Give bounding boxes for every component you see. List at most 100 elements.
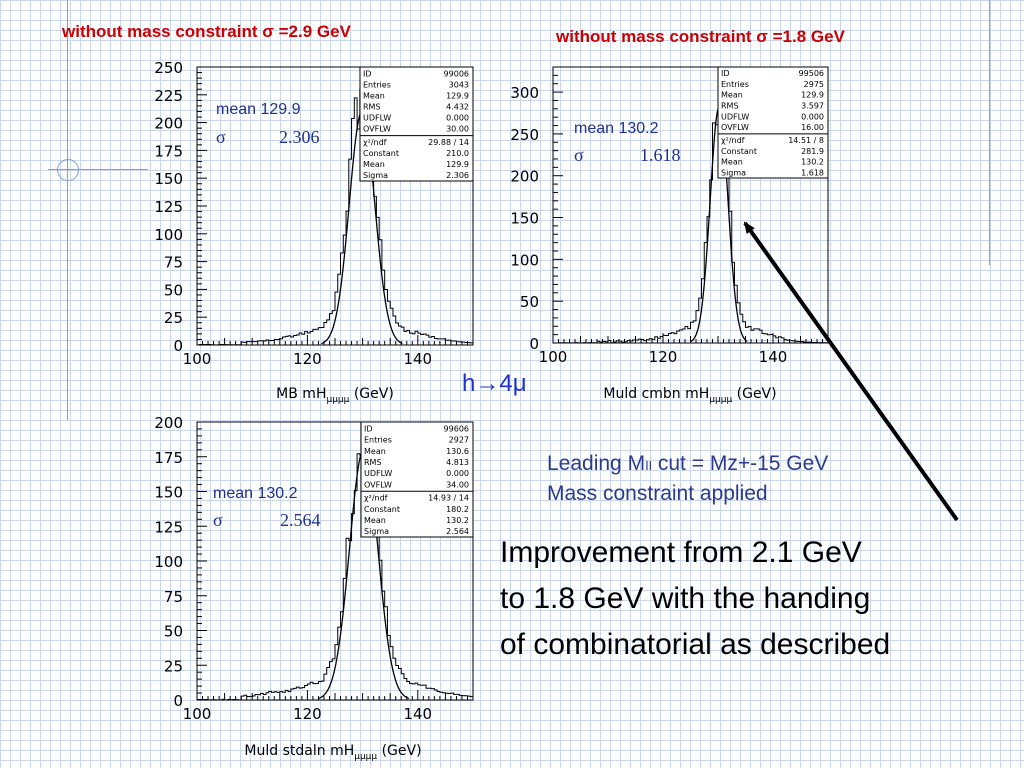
stats-value: 0.000 bbox=[801, 112, 824, 121]
stats-value: 2927 bbox=[449, 436, 469, 445]
stats-label: OVFLW bbox=[364, 480, 392, 489]
plot1-sigma-symbol: σ bbox=[216, 127, 226, 147]
stats-label: Mean bbox=[721, 91, 743, 100]
stats-label: OVFLW bbox=[363, 125, 391, 134]
histogram-series bbox=[196, 80, 474, 346]
stats-label: RMS bbox=[363, 103, 381, 112]
stats-label: Mean bbox=[364, 447, 386, 456]
y-tick-label: 0 bbox=[173, 692, 183, 710]
stats-label: Constant bbox=[364, 505, 400, 514]
stats-value: 16.00 bbox=[801, 123, 824, 132]
stats-value: 29.88 / 14 bbox=[428, 138, 469, 147]
stats-label: OVFLW bbox=[721, 123, 749, 132]
stats-value: 130.2 bbox=[446, 516, 469, 525]
arrow-shaft bbox=[743, 221, 959, 522]
decay-channel-label: h→4μ bbox=[462, 370, 527, 397]
y-tick-label: 0 bbox=[529, 335, 539, 353]
x-axis-label: Muld stdaln mHμμμμ (GeV) bbox=[244, 743, 421, 762]
stats-value: 129.9 bbox=[446, 92, 469, 101]
stats-value: 2975 bbox=[804, 80, 824, 89]
stats-label: Mean bbox=[363, 160, 385, 169]
y-tick-label: 175 bbox=[154, 142, 183, 160]
decor-circle bbox=[57, 159, 79, 181]
stats-label: χ²/ndf bbox=[363, 138, 387, 147]
y-tick-label: 75 bbox=[164, 254, 183, 272]
y-tick-label: 225 bbox=[154, 87, 183, 105]
y-tick-label: 100 bbox=[154, 553, 183, 571]
plot2-mean-annotation: mean 130.2 bbox=[574, 120, 659, 137]
plot-title-right: without mass constraint σ =1.8 GeV bbox=[556, 27, 845, 46]
stats-value: 180.2 bbox=[446, 505, 469, 514]
stats-label: ID bbox=[721, 69, 730, 78]
y-tick-label: 75 bbox=[164, 588, 183, 606]
stats-value: 281.9 bbox=[801, 147, 824, 156]
y-tick-label: 100 bbox=[154, 226, 183, 244]
y-tick-label: 200 bbox=[154, 414, 183, 432]
stats-label: Entries bbox=[363, 80, 391, 89]
stats-value: 34.00 bbox=[446, 480, 469, 489]
stats-label: UDFLW bbox=[363, 114, 391, 123]
stats-label: Constant bbox=[363, 149, 399, 158]
x-axis-label: MB mHμμμμ (GeV) bbox=[276, 386, 394, 405]
stats-value: 99506 bbox=[799, 69, 824, 78]
x-tick-label: 140 bbox=[403, 350, 432, 368]
stats-label: χ²/ndf bbox=[364, 494, 388, 503]
y-tick-label: 50 bbox=[520, 293, 539, 311]
y-tick-label: 50 bbox=[164, 623, 183, 641]
stats-value: 14.51 / 8 bbox=[788, 136, 824, 145]
stats-label: Sigma bbox=[364, 527, 389, 536]
y-tick-label: 50 bbox=[164, 281, 183, 299]
y-tick-label: 100 bbox=[510, 251, 539, 269]
plot2-sigma-value: 1.618 bbox=[640, 145, 681, 165]
stats-value: 3043 bbox=[449, 80, 469, 89]
stats-value: 4.813 bbox=[446, 458, 469, 467]
stats-label: Mean bbox=[364, 516, 386, 525]
decor-horizontal-line bbox=[48, 169, 148, 170]
stats-value: 0.000 bbox=[446, 469, 469, 478]
y-tick-label: 150 bbox=[510, 210, 539, 228]
y-tick-label: 200 bbox=[510, 168, 539, 186]
stats-label: Mean bbox=[721, 158, 743, 167]
stats-value: 130.2 bbox=[801, 158, 824, 167]
x-tick-label: 100 bbox=[183, 350, 212, 368]
x-tick-label: 120 bbox=[293, 705, 322, 723]
stats-value: 4.432 bbox=[446, 103, 469, 112]
plot1-sigma-value: 2.306 bbox=[279, 127, 320, 147]
stats-label: Entries bbox=[364, 436, 392, 445]
plot1-mean-annotation: mean 129.9 bbox=[216, 101, 301, 118]
stats-value: 2.564 bbox=[446, 527, 469, 536]
y-tick-label: 25 bbox=[164, 309, 183, 327]
conclusion-line-1: Improvement from 2.1 GeV bbox=[500, 536, 862, 569]
stats-label: Constant bbox=[721, 147, 757, 156]
stats-box bbox=[360, 421, 474, 538]
plot2-sigma-symbol: σ bbox=[574, 145, 584, 165]
stats-label: ID bbox=[363, 69, 372, 78]
plot3-sigma-value: 2.564 bbox=[280, 510, 321, 530]
conclusion-line-3: of combinatorial as described bbox=[500, 628, 891, 661]
stats-label: RMS bbox=[721, 101, 739, 110]
stats-value: 2.306 bbox=[446, 171, 469, 180]
stats-label: Sigma bbox=[721, 168, 746, 177]
stats-label: Entries bbox=[721, 80, 749, 89]
stats-label: χ²/ndf bbox=[721, 136, 745, 145]
plot3-sigma-symbol: σ bbox=[213, 510, 223, 530]
y-tick-label: 0 bbox=[173, 337, 183, 355]
x-tick-label: 140 bbox=[759, 348, 788, 366]
histogram-series bbox=[196, 421, 474, 701]
stats-value: 14.93 / 14 bbox=[428, 494, 469, 503]
stats-value: 129.9 bbox=[801, 91, 824, 100]
stats-label: Sigma bbox=[363, 171, 388, 180]
stats-value: 130.6 bbox=[446, 447, 469, 456]
y-tick-label: 125 bbox=[154, 518, 183, 536]
x-tick-label: 120 bbox=[649, 348, 678, 366]
stats-value: 129.9 bbox=[446, 160, 469, 169]
x-tick-label: 100 bbox=[183, 705, 212, 723]
y-tick-label: 150 bbox=[154, 484, 183, 502]
x-tick-label: 100 bbox=[539, 348, 568, 366]
stats-box bbox=[717, 66, 829, 179]
stats-label: RMS bbox=[364, 458, 382, 467]
y-tick-label: 250 bbox=[154, 59, 183, 77]
y-tick-label: 25 bbox=[164, 657, 183, 675]
y-tick-label: 150 bbox=[154, 170, 183, 188]
